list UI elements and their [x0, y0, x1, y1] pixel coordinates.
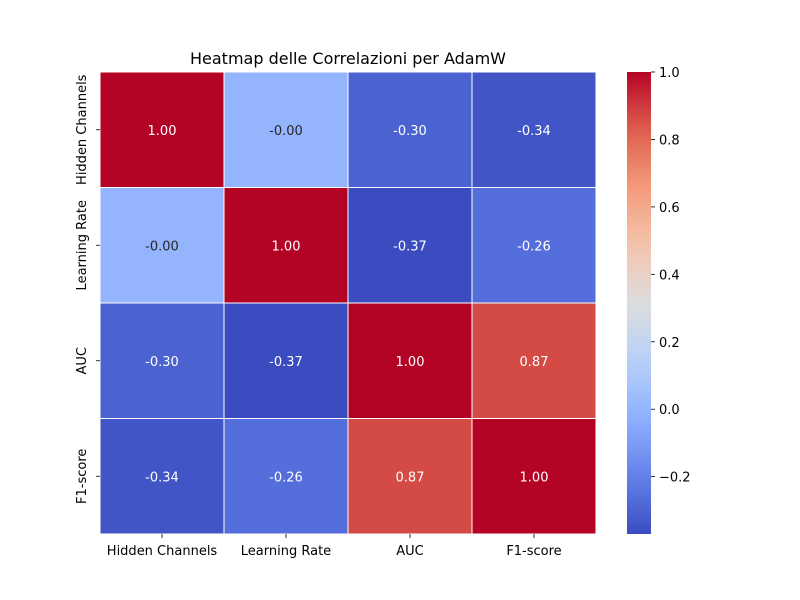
cell-value-label: -0.30 [145, 355, 179, 370]
y-tick-label: AUC [75, 347, 90, 375]
heatmap-cell [223, 302, 349, 419]
heatmap-cell [347, 418, 473, 535]
cell-value-label: -0.00 [145, 239, 179, 254]
x-axis: Hidden Channels Learning Rate AUC F1-score [107, 534, 562, 559]
cell-value-label: -0.26 [517, 239, 551, 254]
heatmap-cell [471, 187, 597, 304]
colorbar-tick-label: 0.8 [659, 133, 680, 148]
colorbar-tick-label: 1.0 [659, 66, 680, 81]
x-tick-label: F1-score [506, 544, 561, 559]
heatmap-cell [223, 418, 349, 535]
cell-value-label: -0.34 [145, 470, 179, 485]
heatmap-cell [99, 418, 225, 535]
cell-value-label: 1.00 [396, 355, 425, 370]
y-tick-label: Hidden Channels [75, 74, 90, 185]
x-tick-label: Hidden Channels [107, 544, 218, 559]
cell-value-label: -0.37 [269, 355, 303, 370]
colorbar: 1.0 0.8 0.6 0.4 0.2 0.0 −0.2 [627, 66, 691, 534]
heatmap-cells: 1.00 -0.00 -0.30 -0.34 -0.00 1.00 -0.37 -0.26 -0… [99, 71, 597, 535]
y-tick-label: Learning Rate [75, 200, 90, 290]
cell-value-label: -0.34 [517, 124, 551, 139]
cell-value-label: 0.87 [520, 355, 549, 370]
y-tick-label: F1-score [75, 449, 90, 504]
heatmap-cell [99, 187, 225, 304]
y-axis: Hidden Channels Learning Rate AUC F1-score [75, 74, 100, 504]
colorbar-tick-label: −0.2 [659, 471, 691, 486]
cell-value-label: -0.00 [269, 124, 303, 139]
heatmap-cell [99, 71, 225, 188]
colorbar-gradient [627, 72, 651, 534]
heatmap-cell [347, 71, 473, 188]
colorbar-tick-label: 0.6 [659, 201, 680, 216]
cell-value-label: 1.00 [520, 470, 549, 485]
colorbar-tick-label: 0.4 [659, 268, 680, 283]
heatmap-cell [471, 71, 597, 188]
x-tick-label: Learning Rate [241, 544, 331, 559]
heatmap-cell [471, 418, 597, 535]
cell-value-label: 1.00 [272, 239, 301, 254]
cell-value-label: -0.30 [393, 124, 427, 139]
colorbar-tick-label: 0.2 [659, 336, 680, 351]
heatmap-cell [471, 302, 597, 419]
x-tick-label: AUC [396, 544, 424, 559]
colorbar-tick-label: 0.0 [659, 403, 680, 418]
cell-value-label: 0.87 [396, 470, 425, 485]
heatmap-cell [223, 71, 349, 188]
chart-title: Heatmap delle Correlazioni per AdamW [190, 49, 506, 68]
heatmap-cell [223, 187, 349, 304]
cell-value-label: -0.37 [393, 239, 427, 254]
cell-value-label: 1.00 [148, 124, 177, 139]
cell-value-label: -0.26 [269, 470, 303, 485]
